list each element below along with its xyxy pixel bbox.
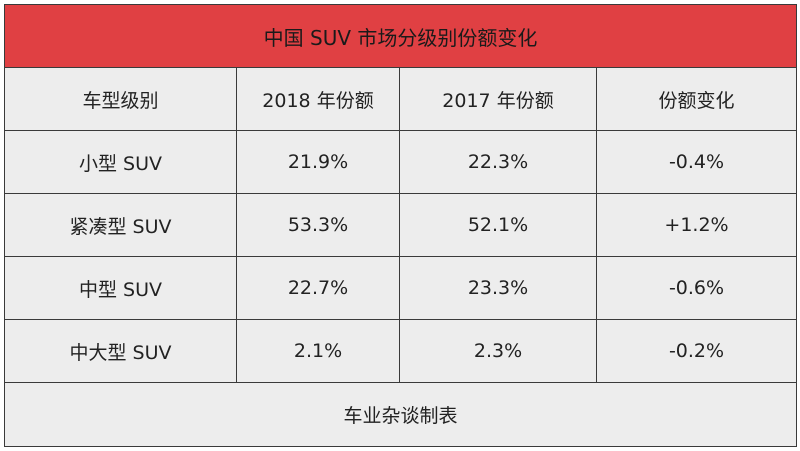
table-cell: -0.2% [595,319,798,383]
table-footer: 车业杂谈制表 [3,382,798,447]
table-cell: 2.3% [399,319,597,383]
table-cell: +1.2% [595,193,798,257]
table-cell: 52.1% [399,193,597,257]
table-row: 中型 SUV 22.7% 23.3% -0.6% [4,256,798,320]
table-cell: 22.3% [399,130,597,194]
column-header: 份额变化 [595,67,798,131]
table-cell: 21.9% [236,130,400,194]
table-cell: 2.1% [236,319,400,383]
table-cell: 中型 SUV [4,256,237,320]
share-table-container: 中国 SUV 市场分级别份额变化 车型级别 2018 年份额 2017 年份额 … [3,4,798,447]
table-cell: -0.6% [595,256,798,320]
footer-row: 车业杂谈制表 [3,382,798,447]
table-cell: 22.7% [236,256,400,320]
header-row: 车型级别 2018 年份额 2017 年份额 份额变化 [4,67,798,131]
title-row: 中国 SUV 市场分级别份额变化 [3,4,798,68]
table-row: 紧凑型 SUV 53.3% 52.1% +1.2% [4,193,798,257]
table-row: 小型 SUV 21.9% 22.3% -0.4% [4,130,798,194]
column-header: 车型级别 [4,67,237,131]
table-cell: -0.4% [595,130,798,194]
suv-share-table: 中国 SUV 市场分级别份额变化 车型级别 2018 年份额 2017 年份额 … [3,4,798,447]
table-cell: 小型 SUV [4,130,237,194]
table-cell: 53.3% [236,193,400,257]
table-cell: 中大型 SUV [4,319,237,383]
table-cell: 紧凑型 SUV [4,193,237,257]
column-header: 2018 年份额 [236,67,400,131]
table-cell: 23.3% [399,256,597,320]
table-title: 中国 SUV 市场分级别份额变化 [3,4,798,68]
column-header: 2017 年份额 [399,67,597,131]
table-row: 中大型 SUV 2.1% 2.3% -0.2% [4,319,798,383]
